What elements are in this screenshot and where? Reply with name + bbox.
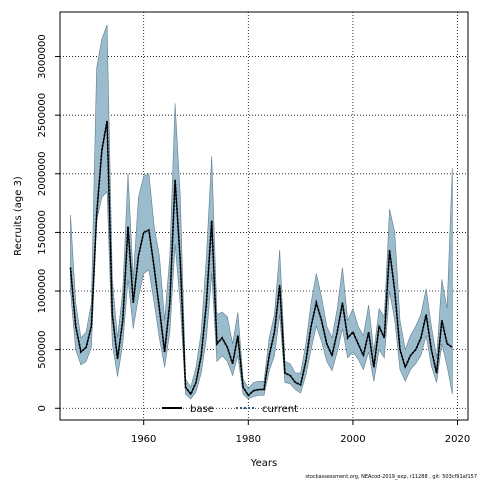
y-tick-label: 500000 bbox=[37, 331, 48, 369]
x-tick-label: 2000 bbox=[340, 434, 365, 445]
y-axis-ticks: 0 500000 1000000 1500000 2000000 2500000 30000… bbox=[37, 34, 60, 411]
x-tick-label: 1980 bbox=[236, 434, 261, 445]
y-tick-label: 1500000 bbox=[37, 210, 48, 255]
confidence-band-layer bbox=[70, 24, 453, 400]
x-tick-label: 1960 bbox=[131, 434, 156, 445]
y-tick-label: 3000000 bbox=[37, 34, 48, 79]
grid-lines bbox=[60, 12, 468, 420]
legend-label-base: base bbox=[190, 404, 214, 415]
y-tick-label: 2000000 bbox=[37, 152, 48, 197]
footnote: stockassessment.org, NEAcod-2019_exp, r1… bbox=[305, 474, 477, 480]
plot-frame bbox=[59, 11, 469, 421]
y-tick-label: 2500000 bbox=[37, 93, 48, 138]
legend: base current bbox=[162, 404, 298, 415]
confidence-band bbox=[70, 24, 453, 400]
legend-label-current: current bbox=[262, 404, 298, 415]
x-axis-label: Years bbox=[250, 458, 277, 469]
x-axis-ticks: 1960 1980 2000 2020 bbox=[131, 420, 470, 445]
y-tick-label: 1000000 bbox=[37, 269, 48, 314]
x-tick-label: 2020 bbox=[445, 434, 470, 445]
series-layer bbox=[69, 120, 453, 397]
y-axis-label: Recruits (age 3) bbox=[13, 176, 24, 256]
series-line-current bbox=[69, 120, 453, 397]
y-tick-label: 0 bbox=[37, 405, 48, 411]
